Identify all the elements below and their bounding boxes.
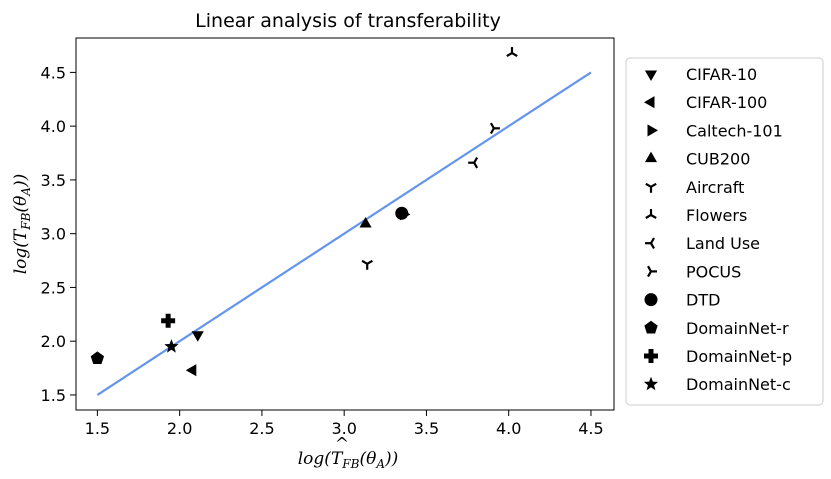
plot-frame (75, 37, 615, 411)
legend-label: Flowers (686, 206, 747, 225)
x-tick-label: 4.5 (578, 419, 603, 438)
x-tick-label: 3.5 (414, 419, 439, 438)
legend-item: CUB200 (644, 150, 750, 169)
legend-item: DTD (644, 291, 720, 310)
data-point (90, 351, 105, 365)
legend-label: Land Use (686, 234, 760, 253)
y-axis-label: log(TFB(θA)) (11, 174, 33, 275)
legend-marker (645, 209, 657, 219)
legend: CIFAR-10 CIFAR-100 Caltech-101 CUB200 Aircra… (625, 57, 824, 406)
legend-item: Aircraft (645, 178, 744, 197)
x-tick-label: 4.0 (496, 419, 521, 438)
data-point (164, 339, 179, 353)
y-tick-label: 3.0 (41, 225, 66, 244)
data-point (506, 47, 518, 58)
legend-marker (644, 320, 658, 334)
legend-item: Flowers (645, 206, 747, 225)
data-point (489, 122, 500, 135)
svg-text:^: ^ (335, 434, 349, 454)
legend-label: CUB200 (686, 150, 750, 169)
legend-item: POCUS (647, 262, 741, 281)
legend-label: Caltech-101 (686, 121, 783, 140)
data-point (359, 217, 372, 228)
legend-marker (644, 96, 655, 109)
x-axis: 1.5 2.0 2.5 3.0 3.5 4.0 4.5 (85, 410, 604, 438)
fit-line (96, 71, 592, 396)
legend-label: POCUS (686, 262, 741, 281)
legend-label: Aircraft (686, 178, 744, 197)
legend-marker (645, 237, 655, 249)
legend-marker (644, 293, 658, 307)
data-points (90, 47, 518, 377)
y-tick-label: 2.5 (41, 278, 66, 297)
legend-label: DomainNet-r (686, 319, 789, 338)
legend-marker (647, 124, 658, 137)
x-tick-label: 2.0 (167, 419, 192, 438)
legend-item: DomainNet-r (644, 319, 789, 338)
legend-marker (645, 182, 657, 193)
legend-marker (643, 376, 659, 391)
legend-label: DTD (686, 291, 720, 310)
chart-title: Linear analysis of transferability (195, 10, 501, 32)
y-tick-label: 1.5 (41, 386, 66, 405)
x-axis-label: log(TFB(θA)) ^ (298, 434, 399, 471)
legend-label: DomainNet-p (686, 347, 792, 366)
data-point (395, 206, 409, 220)
y-axis: 1.5 2.0 2.5 3.0 3.5 4.0 4.5 (41, 63, 76, 405)
svg-text:log(TFB(θA)): log(TFB(θA)) (11, 174, 33, 275)
legend-item: DomainNet-p (644, 347, 792, 366)
legend-label: DomainNet-c (686, 375, 791, 394)
legend-item: Land Use (645, 234, 760, 253)
x-tick-label: 1.5 (85, 419, 110, 438)
y-tick-label: 4.5 (41, 63, 66, 82)
legend-label: CIFAR-100 (686, 93, 767, 112)
data-point (361, 259, 373, 270)
y-tick-label: 2.0 (41, 332, 66, 351)
y-tick-label: 3.5 (41, 171, 66, 190)
data-point (468, 156, 479, 169)
legend-item: Caltech-101 (647, 121, 783, 140)
legend-marker (644, 151, 658, 163)
legend-marker (647, 265, 657, 278)
data-point (185, 364, 197, 377)
x-tick-label: 2.5 (249, 419, 274, 438)
legend-item: CIFAR-10 (644, 65, 757, 84)
legend-item: DomainNet-c (643, 375, 791, 394)
legend-marker (644, 349, 658, 363)
data-point (161, 313, 176, 328)
y-tick-label: 4.0 (41, 117, 66, 136)
legend-item: CIFAR-100 (644, 93, 767, 112)
plot-area: 1.5 2.0 2.5 3.0 3.5 4.0 4.5 1.5 2.0 2.5 3.0 3.5 4.0… (41, 37, 615, 438)
legend-label: CIFAR-10 (686, 65, 757, 84)
svg-text:log(TFB(θA)): log(TFB(θA)) (298, 449, 399, 471)
legend-frame (625, 57, 824, 406)
legend-marker (644, 70, 658, 81)
data-point (191, 331, 204, 342)
x-tick-label: 3.0 (331, 419, 356, 438)
